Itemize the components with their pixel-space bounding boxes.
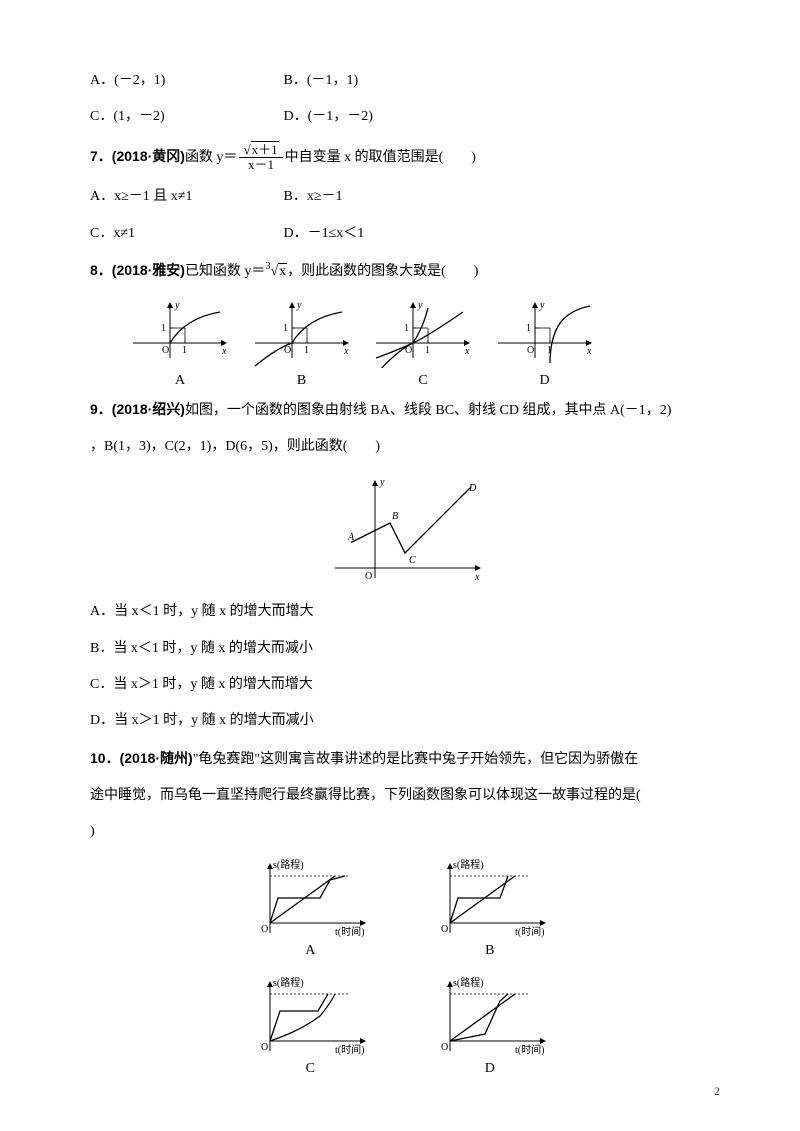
q7-options-row2: C．x≠1 D．－1≤x＜1 <box>90 223 710 245</box>
q7-number: 7 <box>90 148 98 164</box>
svg-text:x: x <box>474 572 480 583</box>
svg-text:y: y <box>296 300 302 311</box>
q10-stem-1: 10．(2018·随州)"龟兔赛跑"这则寓言故事讲述的是比赛中兔子开始领先，但它… <box>90 747 710 771</box>
q6-options-row1: A．(－2，1) B．(－1，1) <box>90 70 710 92</box>
svg-text:x: x <box>464 346 470 357</box>
q8-label-c: C <box>373 370 473 392</box>
q7-pre: 函数 y＝ <box>185 150 238 165</box>
svg-text:s(路程): s(路程) <box>453 976 484 989</box>
svg-text:1: 1 <box>425 345 430 356</box>
q10-label-a: A <box>250 940 370 962</box>
q10-graphs: s(路程) t(时间) O A s(路程) t(时间) O B <box>90 858 710 1081</box>
svg-text:1: 1 <box>182 345 187 356</box>
q8-stem: 8．(2018·雅安)已知函数 y＝3x，则此函数的图象大致是( ) <box>90 259 710 283</box>
q8-number: 8 <box>90 262 98 278</box>
q10-graph-a: s(路程) t(时间) O A <box>250 858 370 962</box>
svg-text:x: x <box>221 346 227 357</box>
q10-label-d: D <box>430 1058 550 1080</box>
q9-opt-c: C．当 x＞1 时，y 随 x 的增大而增大 <box>90 674 710 696</box>
q8-label-d: D <box>495 370 595 392</box>
q9-graph: O x y A B C D <box>90 473 710 591</box>
q7-source: (2018·黄冈) <box>112 148 185 164</box>
q7-radicand: x＋1 <box>251 141 279 157</box>
q6-opt-a: A．(－2，1) <box>90 70 280 92</box>
svg-text:O: O <box>261 1042 268 1053</box>
q7-stem: 7．(2018·黄冈)函数 y＝x＋1x－1中自变量 x 的取值范围是( ) <box>90 143 710 173</box>
q10-source: (2018·随州) <box>120 750 193 766</box>
q9-stem-2: ，B(1，3)，C(2，1)，D(6，5)，则此函数( ) <box>90 436 710 458</box>
q8-source: (2018·雅安) <box>112 262 185 278</box>
q9-source: (2018·绍兴) <box>112 401 185 417</box>
svg-text:t(时间): t(时间) <box>515 925 544 938</box>
svg-text:t(时间): t(时间) <box>335 925 364 938</box>
q9-opt-d: D．当 x＞1 时，y 随 x 的增大而减小 <box>90 710 710 732</box>
svg-text:1: 1 <box>161 323 166 334</box>
q10-number: 10 <box>90 750 106 766</box>
q8-graph-a: Ox y 1 1 A <box>130 298 230 392</box>
svg-text:O: O <box>527 345 534 356</box>
svg-text:x: x <box>343 346 349 357</box>
svg-text:1: 1 <box>404 323 409 334</box>
q7-opt-d: D．－1≤x＜1 <box>284 226 365 241</box>
svg-text:1: 1 <box>283 323 288 334</box>
svg-text:t(时间): t(时间) <box>515 1043 544 1056</box>
svg-text:y: y <box>174 300 180 311</box>
q9-text1: 如图，一个函数的图象由射线 BA、线段 BC、射线 CD 组成，其中点 A(－1… <box>185 403 672 418</box>
q8-graphs: Ox y 1 1 A Ox y 1 1 B Ox y 1 1 <box>130 298 710 392</box>
svg-text:A: A <box>347 532 355 543</box>
q6-opt-d: D．(－1，－2) <box>284 109 373 124</box>
q10-graph-b: s(路程) t(时间) O B <box>430 858 550 962</box>
q7-opt-c: C．x≠1 <box>90 223 280 245</box>
svg-text:1: 1 <box>304 345 309 356</box>
svg-text:O: O <box>284 345 291 356</box>
q9-number: 9 <box>90 401 98 417</box>
svg-text:C: C <box>409 555 416 566</box>
q6-opt-b: B．(－1，1) <box>284 73 359 88</box>
page-number: 2 <box>714 1082 720 1101</box>
q7-fraction: x＋1x－1 <box>239 143 282 173</box>
svg-text:s(路程): s(路程) <box>273 976 304 989</box>
q9-opt-b: B．当 x＜1 时，y 随 x 的增大而减小 <box>90 638 710 660</box>
svg-text:t(时间): t(时间) <box>335 1043 364 1056</box>
svg-text:O: O <box>261 924 268 935</box>
q7-denom: x－1 <box>239 158 282 172</box>
svg-text:O: O <box>162 345 169 356</box>
svg-text:x: x <box>586 346 592 357</box>
svg-text:1: 1 <box>526 323 531 334</box>
svg-text:s(路程): s(路程) <box>273 858 304 871</box>
q8-radicand: x <box>278 263 287 279</box>
q8-pre: 已知函数 y＝ <box>185 264 266 279</box>
q10-stem-3: ) <box>90 821 710 843</box>
q8-post: ，则此函数的图象大致是( ) <box>287 264 478 279</box>
q7-post: 中自变量 x 的取值范围是( ) <box>285 150 476 165</box>
q9-opt-a: A．当 x＜1 时，y 随 x 的增大而增大 <box>90 601 710 623</box>
q8-graph-c: Oxy 1 1 C <box>373 298 473 392</box>
svg-text:s(路程): s(路程) <box>453 858 484 871</box>
q10-graph-d: s(路程) t(时间) O D <box>430 976 550 1080</box>
svg-text:y: y <box>379 477 385 488</box>
q6-options-row2: C．(1，－2) D．(－1，－2) <box>90 106 710 128</box>
q10-stem-2: 途中睡觉，而乌龟一直坚持爬行最终赢得比赛，下列函数图象可以体现这一故事过程的是( <box>90 785 710 807</box>
svg-text:D: D <box>468 483 477 494</box>
q6-opt-c: C．(1，－2) <box>90 106 280 128</box>
q10-label-b: B <box>430 940 550 962</box>
q10-text1: "龟兔赛跑"这则寓言故事讲述的是比赛中兔子开始领先，但它因为骄傲在 <box>193 752 638 767</box>
q10-label-c: C <box>250 1058 370 1080</box>
svg-text:y: y <box>539 300 545 311</box>
q7-opt-b: B．x≥－1 <box>284 189 343 204</box>
q9-stem-1: 9．(2018·绍兴)如图，一个函数的图象由射线 BA、线段 BC、射线 CD … <box>90 398 710 422</box>
q7-opt-a: A．x≥－1 且 x≠1 <box>90 186 280 208</box>
q8-graph-b: Ox y 1 1 B <box>252 298 352 392</box>
q8-label-b: B <box>252 370 352 392</box>
q7-options-row1: A．x≥－1 且 x≠1 B．x≥－1 <box>90 186 710 208</box>
svg-text:O: O <box>365 571 372 582</box>
svg-text:B: B <box>392 511 398 522</box>
q8-label-a: A <box>130 370 230 392</box>
q10-graph-c: s(路程) t(时间) O C <box>250 976 370 1080</box>
svg-text:y: y <box>417 300 423 311</box>
svg-text:O: O <box>441 1042 448 1053</box>
svg-text:O: O <box>441 924 448 935</box>
q8-graph-d: Oxy 1 1 D <box>495 298 595 392</box>
